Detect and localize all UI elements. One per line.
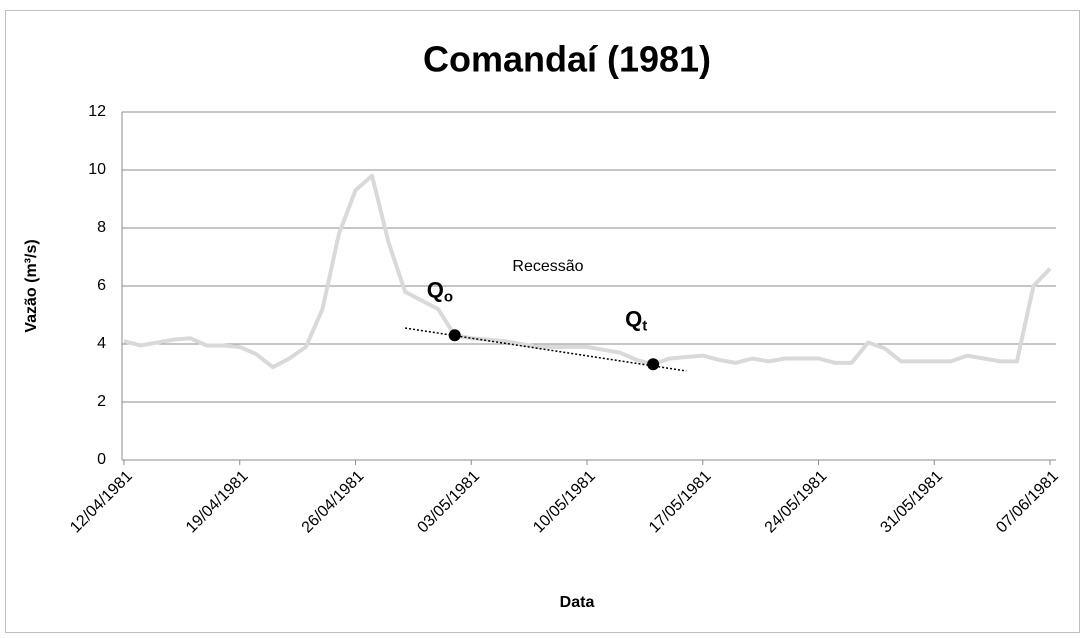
point-marker bbox=[647, 358, 660, 371]
y-axis-label: Vazão (m³/s) bbox=[23, 239, 40, 332]
chart-border bbox=[5, 10, 1080, 633]
point-marker bbox=[448, 329, 461, 342]
y-tick-label: 10 bbox=[88, 161, 106, 178]
point-label-main: Q bbox=[625, 306, 642, 331]
point-label-main: Q bbox=[427, 277, 444, 302]
x-axis-label: Data bbox=[560, 594, 595, 611]
data-line bbox=[123, 173, 1052, 370]
point-label-sub: t bbox=[642, 317, 647, 334]
trendline bbox=[404, 327, 687, 372]
annotation: Recessão bbox=[512, 258, 583, 275]
y-tick-label: 0 bbox=[97, 451, 106, 468]
chart-title: Comandaí (1981) bbox=[423, 39, 711, 80]
point-label-sub: o bbox=[444, 288, 453, 305]
y-tick-label: 12 bbox=[88, 103, 106, 120]
point-label: Qo bbox=[427, 277, 453, 305]
y-tick-label: 8 bbox=[97, 219, 106, 236]
y-tick-label: 6 bbox=[97, 277, 106, 294]
y-tick-label: 4 bbox=[97, 335, 106, 352]
y-tick-label: 2 bbox=[97, 393, 106, 410]
point-label: Qt bbox=[625, 306, 647, 334]
